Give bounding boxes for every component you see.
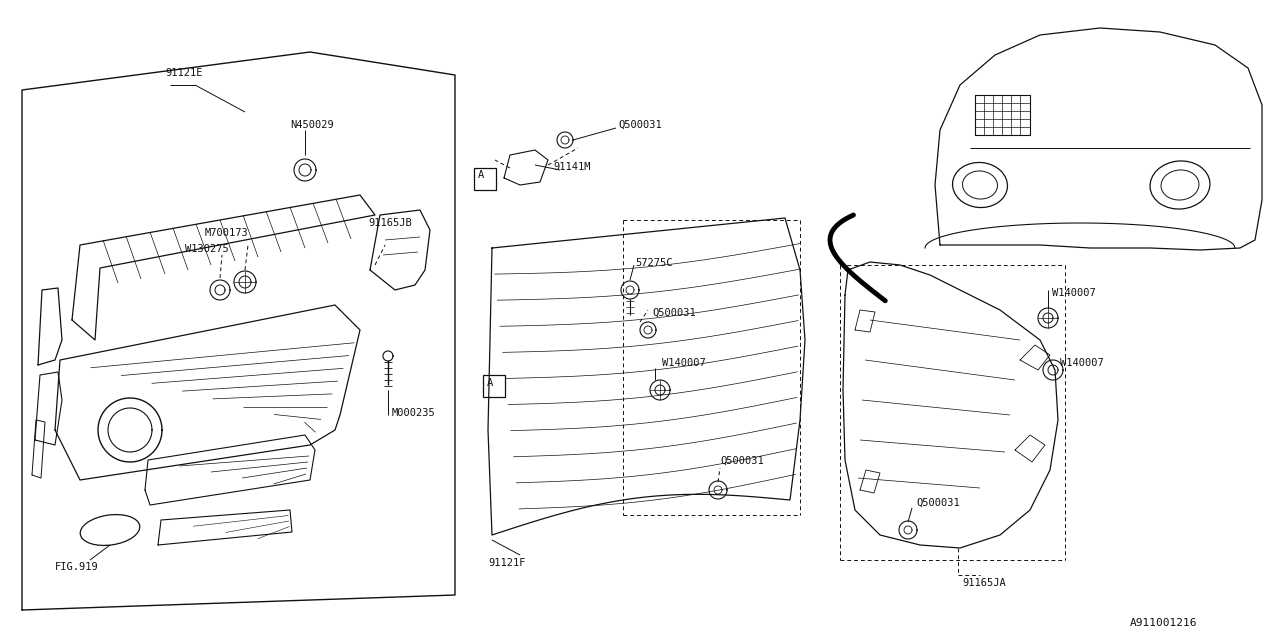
Text: 91121E: 91121E (165, 68, 202, 78)
Text: 91165JB: 91165JB (369, 218, 412, 228)
Text: 91121F: 91121F (488, 558, 526, 568)
Text: A: A (486, 378, 493, 388)
Text: N450029: N450029 (291, 120, 334, 130)
Bar (474, 168, 497, 190)
Text: M000235: M000235 (392, 408, 435, 418)
Text: A911001216: A911001216 (1130, 618, 1198, 628)
Bar (975, 95, 1030, 135)
Text: 57275C: 57275C (635, 258, 672, 268)
Text: 91165JA: 91165JA (963, 578, 1006, 588)
Text: A: A (477, 170, 484, 180)
Text: M700173: M700173 (205, 228, 248, 238)
Text: Q500031: Q500031 (719, 456, 764, 466)
Text: W130275: W130275 (186, 244, 229, 254)
Bar (483, 375, 506, 397)
Text: Q500031: Q500031 (618, 120, 662, 130)
Text: 91141M: 91141M (553, 162, 590, 172)
Text: Q500031: Q500031 (916, 498, 960, 508)
Text: W140007: W140007 (1052, 288, 1096, 298)
Text: Q500031: Q500031 (652, 308, 696, 318)
Text: W140007: W140007 (662, 358, 705, 368)
Text: FIG.919: FIG.919 (55, 562, 99, 572)
Text: W140007: W140007 (1060, 358, 1103, 368)
